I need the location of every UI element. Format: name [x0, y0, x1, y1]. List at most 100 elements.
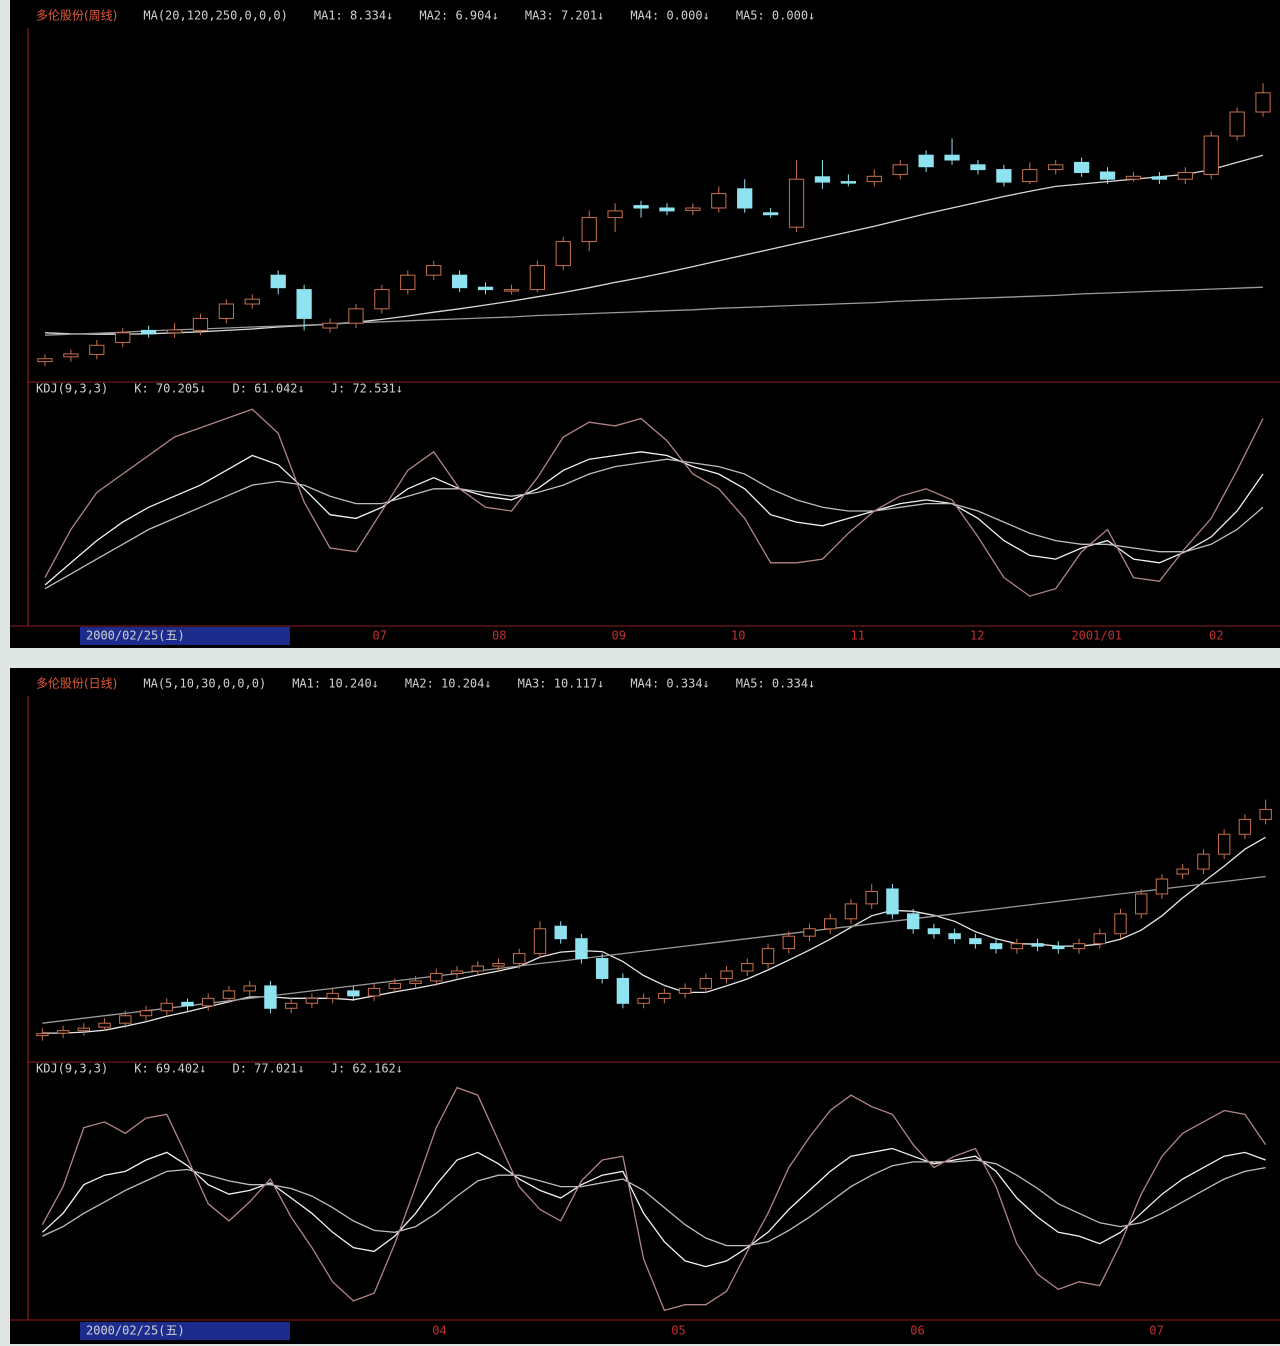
ma-line: [44, 286, 1264, 336]
candle-body: [1217, 833, 1231, 855]
candle-body: [218, 303, 235, 319]
header-text: MA2: 6.904↓: [419, 9, 498, 23]
candle-body: [160, 1002, 173, 1012]
header-text: MA3: 7.201↓: [525, 9, 604, 23]
candle-body: [1255, 92, 1271, 113]
header-text: MA2: 10.204↓: [405, 677, 492, 691]
candle-body: [89, 344, 105, 355]
candle-body: [139, 1010, 153, 1017]
candle-body: [1099, 171, 1116, 180]
candle-body: [1229, 111, 1245, 137]
date-axis-label: 08: [492, 629, 506, 643]
candle-body: [98, 1022, 111, 1028]
candle-body: [503, 289, 520, 292]
candle-body: [1238, 818, 1252, 835]
candle-body: [166, 329, 183, 334]
candle-body: [944, 154, 960, 161]
header-text: 多伦股份(日线): [36, 676, 117, 691]
candle-body: [36, 1033, 49, 1037]
candle-body: [400, 274, 416, 291]
candle-body: [181, 1001, 194, 1007]
panel-daily: [10, 668, 1280, 1344]
date-axis-label: 07: [1149, 1324, 1163, 1338]
candle-body: [637, 997, 650, 1004]
candle-body: [348, 308, 364, 324]
candle-body: [471, 965, 484, 972]
candle-body: [202, 997, 215, 1007]
candle-body: [554, 925, 567, 940]
header-text: J: 62.162↓: [331, 1062, 403, 1076]
header-text: MA5: 0.334↓: [736, 677, 815, 691]
header-text: KDJ(9,3,3): [36, 382, 108, 396]
kdj-line: [44, 458, 1264, 590]
header-text: MA1: 10.240↓: [292, 677, 379, 691]
candle-body: [678, 987, 692, 994]
candle-body: [737, 188, 753, 209]
candle-body: [844, 903, 858, 920]
candle-body: [347, 990, 360, 997]
candle-body: [814, 176, 831, 183]
candle-body: [659, 207, 675, 212]
candle-body: [1125, 175, 1142, 180]
date-axis-label: 07: [373, 629, 387, 643]
candle-body: [865, 890, 878, 905]
candle-body: [555, 241, 571, 267]
candle-body: [1073, 161, 1090, 173]
candle-body: [658, 992, 671, 999]
candle-body: [969, 938, 982, 945]
date-box: [80, 627, 290, 645]
candle-body: [927, 928, 941, 935]
candle-body: [477, 286, 494, 291]
candle-body: [906, 913, 920, 930]
candle-body: [1010, 943, 1024, 950]
candle-body: [866, 175, 882, 183]
date-label: 2000/02/25(五): [86, 629, 185, 643]
candle-body: [37, 358, 53, 363]
candle-body: [1155, 878, 1169, 895]
header-text: D: 61.042↓: [233, 382, 305, 396]
candle-body: [1197, 853, 1210, 870]
candle-body: [595, 958, 609, 979]
candle-body: [409, 980, 422, 984]
header-text: MA3: 10.117↓: [518, 677, 605, 691]
date-axis-label: 04: [432, 1324, 446, 1338]
candle-body: [782, 935, 795, 950]
header-text: 多伦股份(周线): [36, 8, 117, 23]
header-text: J: 72.531↓: [331, 382, 403, 396]
header-text: MA(5,10,30,0,0,0): [143, 677, 266, 691]
candle-body: [685, 207, 701, 211]
ma-line: [44, 154, 1264, 335]
date-axis-label: 06: [910, 1324, 924, 1338]
candle-body: [720, 970, 733, 979]
date-axis-label: 02: [1209, 629, 1223, 643]
kdj-line: [42, 1159, 1266, 1247]
candle-body: [803, 928, 816, 937]
kdj-line: [41, 1086, 1267, 1312]
candle-body: [63, 353, 79, 358]
header-text: MA5: 0.000↓: [736, 9, 815, 23]
candle-body: [322, 322, 338, 329]
candle-body: [1048, 164, 1064, 171]
candle-body: [840, 181, 857, 184]
candle-body: [970, 164, 986, 171]
date-axis-label: 10: [731, 629, 745, 643]
candle-body: [305, 997, 319, 1004]
candle-body: [529, 265, 546, 291]
candle-body: [1114, 913, 1127, 935]
date-axis-label: 11: [851, 629, 865, 643]
candle-body: [996, 169, 1012, 183]
candle-body: [892, 164, 908, 175]
candle-body: [886, 888, 899, 915]
candle-body: [326, 992, 339, 999]
candle-body: [374, 289, 390, 310]
header-text: KDJ(9,3,3): [36, 1062, 108, 1076]
candle-body: [270, 274, 286, 289]
candle-body: [699, 977, 713, 989]
candle-body: [1203, 135, 1219, 175]
candle-body: [948, 933, 961, 940]
candle-body: [761, 948, 775, 965]
date-axis-label: 2001/01: [1071, 629, 1122, 643]
candle-body: [1259, 808, 1272, 820]
date-box: [80, 1322, 290, 1340]
